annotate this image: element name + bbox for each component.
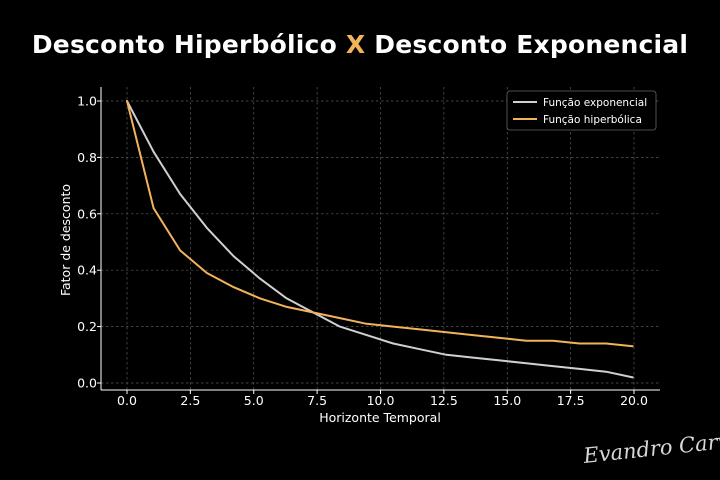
title-part-2: Desconto Exponencial <box>374 30 689 59</box>
legend-label-exponential: Função exponencial <box>543 97 647 109</box>
title-x-accent: X <box>345 30 366 59</box>
x-tick-label: 20.0 <box>620 393 648 408</box>
series-lines <box>126 100 634 379</box>
x-tick-label: 5.0 <box>244 393 264 408</box>
x-tick-label: 15.0 <box>493 393 521 408</box>
y-tick-label: 0.4 <box>77 263 97 278</box>
title-part-1: Desconto Hiperbólico <box>31 30 337 59</box>
y-tick-label: 0.0 <box>77 376 97 391</box>
page-title: Desconto Hiperbólico X Desconto Exponenc… <box>0 30 720 59</box>
x-ticks: 0.0 2.5 5.0 7.5 10.0 12.5 15.0 17.5 20.0 <box>117 390 648 408</box>
y-tick-label: 0.2 <box>77 319 97 334</box>
x-tick-label: 7.5 <box>307 393 327 408</box>
x-tick-label: 10.0 <box>367 393 395 408</box>
x-tick-label: 12.5 <box>430 393 458 408</box>
x-tick-label: 0.0 <box>117 393 137 408</box>
series-line-hyperbolic <box>126 100 634 348</box>
x-axis-label: Horizonte Temporal <box>319 410 441 425</box>
chart-grid <box>101 87 660 390</box>
x-tick-label: 2.5 <box>180 393 200 408</box>
legend-label-hyperbolic: Função hiperbólica <box>543 114 642 126</box>
x-tick-label: 17.5 <box>557 393 585 408</box>
y-tick-label: 0.6 <box>77 206 97 221</box>
y-tick-label: 1.0 <box>77 94 97 109</box>
y-tick-label: 0.8 <box>77 150 97 165</box>
legend-box <box>506 90 657 131</box>
y-ticks: 0.0 0.2 0.4 0.6 0.8 1.0 <box>77 94 101 391</box>
y-axis-label: Fator de desconto <box>58 184 73 296</box>
series-line-exponential <box>126 100 634 379</box>
legend: Função exponencial Função hiperbólica <box>506 90 657 131</box>
